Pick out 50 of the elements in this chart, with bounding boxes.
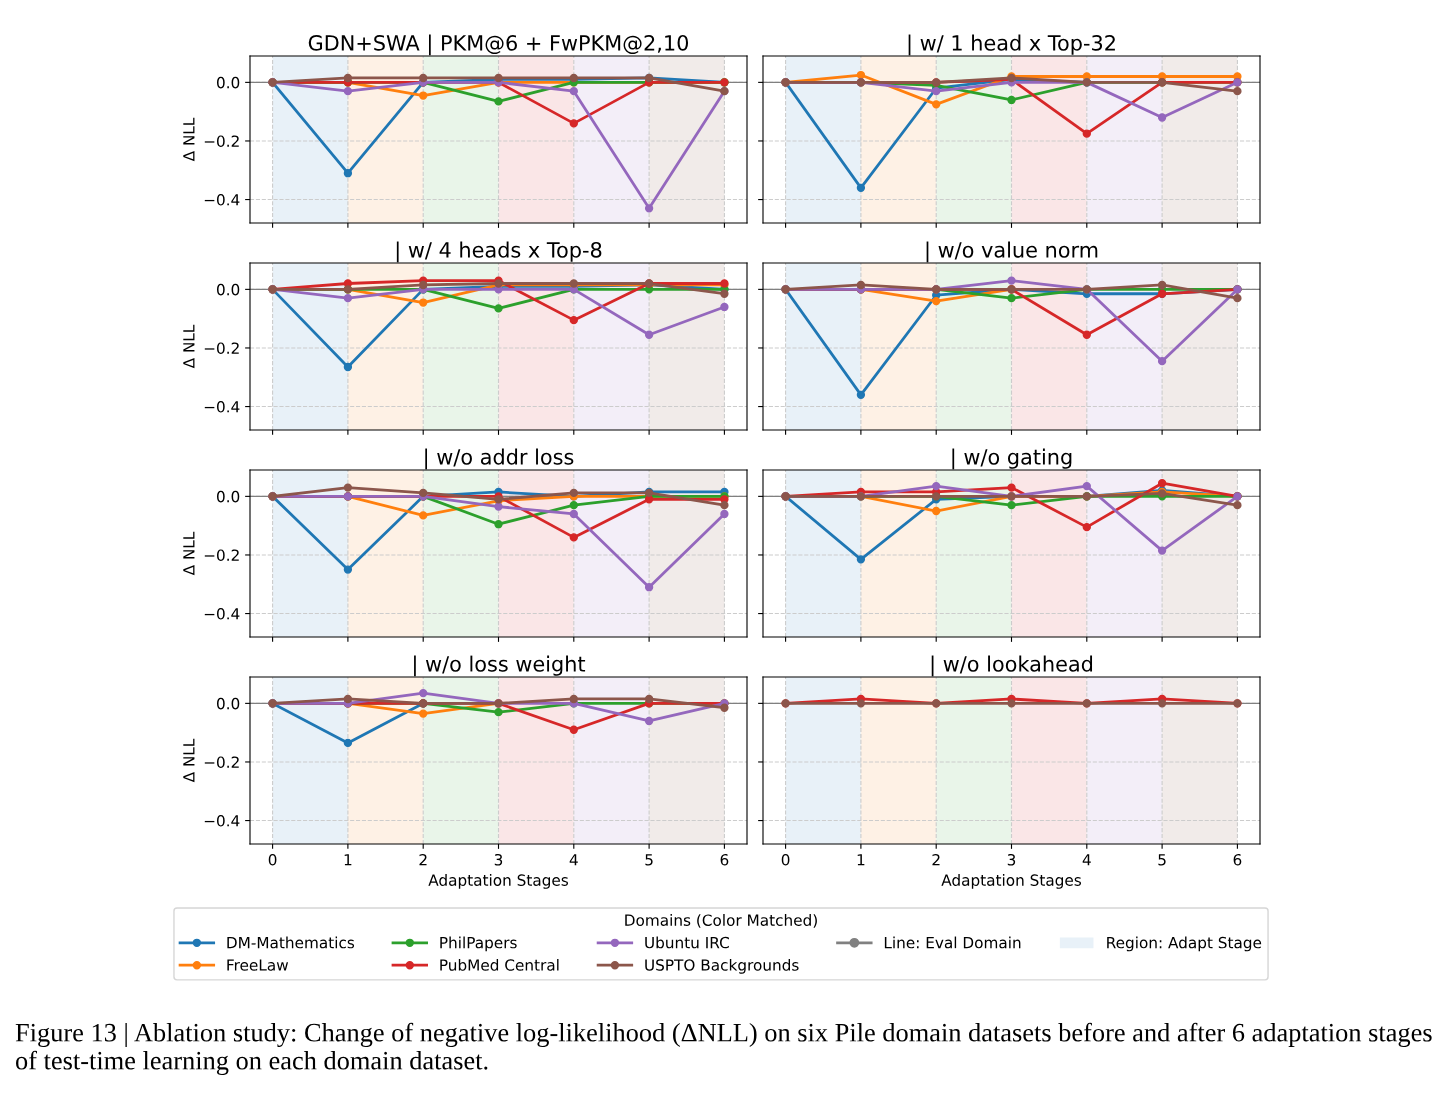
chart-title: | w/o gating — [952, 448, 1072, 470]
x-tick-label: 4 — [569, 854, 578, 866]
legend-label: DM-Mathematics — [227, 936, 355, 949]
x-axis-title: Adaptation Stages — [428, 874, 569, 889]
x-tick-label: 5 — [645, 854, 653, 866]
chart-title: | w/o addr loss — [425, 448, 574, 470]
x-tick-label: 5 — [1158, 854, 1166, 866]
legend-label: Ubuntu IRC — [645, 936, 729, 949]
legend-label: PhilPapers — [440, 936, 517, 952]
chart-title: | w/ 4 heads x Top-8 — [396, 241, 602, 263]
y-tick-label: −0.4 — [204, 608, 240, 620]
legend-title: Domains (Color Matched) — [625, 914, 817, 928]
y-tick-label: 0.0 — [216, 76, 240, 89]
legend-label: PubMed Central — [440, 958, 559, 971]
legend-label: FreeLaw — [227, 959, 289, 971]
caption: Figure 13 | Ablation study: Change of negative log-likelihood (ΔNLL) on six Pile domain datasets before and after 6 adaptation stages of test-time learning on each domain dataset. — [15, 1022, 1432, 1075]
x-tick-label: 0 — [781, 853, 790, 866]
x-tick-label: 3 — [494, 853, 503, 866]
x-tick-label: 2 — [932, 853, 940, 866]
y-tick-label: −0.4 — [204, 815, 240, 827]
x-tick-label: 6 — [720, 853, 729, 866]
y-axis-title: Δ NLL — [183, 117, 195, 162]
chart-title: | w/ 1 head x Top-32 — [908, 34, 1115, 56]
y-tick-label: −0.2 — [204, 549, 239, 561]
legend-label: USPTO Backgrounds — [645, 958, 799, 974]
x-tick-label: 3 — [1007, 853, 1016, 866]
legend-label: Line: Eval Domain — [884, 936, 1021, 949]
y-axis-title: Δ NLL — [183, 324, 195, 369]
chart-title: | w/o loss weight — [414, 655, 586, 677]
legend-label: Region: Adapt Stage — [1107, 936, 1262, 952]
y-tick-label: 0.0 — [216, 697, 240, 710]
x-tick-label: 4 — [1082, 854, 1091, 866]
y-tick-label: −0.2 — [204, 342, 239, 354]
x-tick-label: 0 — [268, 853, 277, 866]
x-tick-label: 1 — [344, 854, 352, 866]
y-axis-title: Δ NLL — [183, 531, 195, 576]
y-axis-title: Δ NLL — [183, 738, 195, 783]
chart-title: GDN+SWA | PKM@6 + FwPKM@2,10 — [308, 34, 689, 56]
y-tick-label: −0.4 — [204, 194, 240, 206]
x-tick-label: 2 — [419, 853, 427, 866]
x-tick-label: 1 — [857, 854, 865, 866]
y-tick-label: −0.2 — [204, 135, 239, 147]
chart-title: | w/o lookahead — [931, 655, 1093, 677]
y-tick-label: 0.0 — [216, 490, 240, 503]
y-tick-label: −0.4 — [204, 401, 240, 413]
chart-title: | w/o value norm — [926, 241, 1098, 263]
y-tick-label: 0.0 — [216, 283, 240, 296]
x-axis-title: Adaptation Stages — [941, 874, 1082, 889]
x-tick-label: 6 — [1233, 853, 1242, 866]
y-tick-label: −0.2 — [204, 756, 239, 768]
